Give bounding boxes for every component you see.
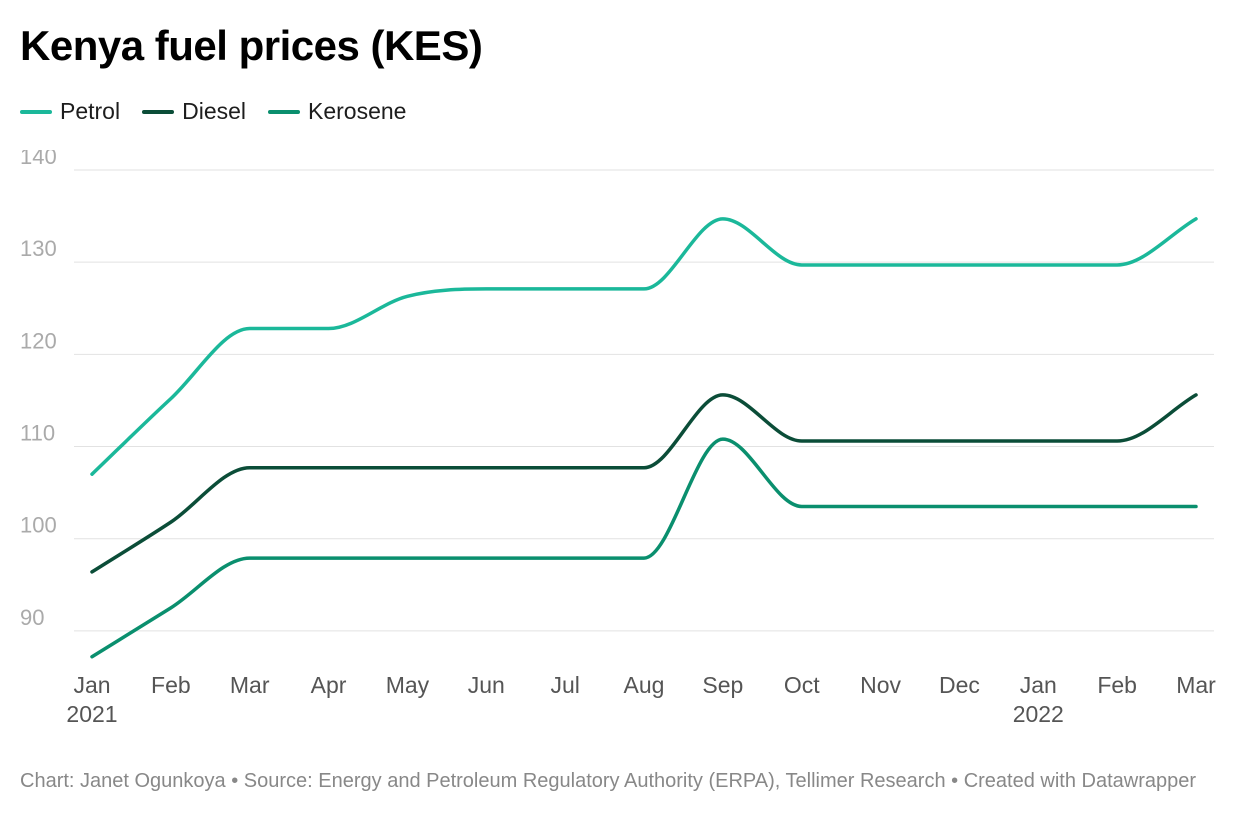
x-tick-label: Apr: [311, 672, 347, 698]
x-tick-label: Mar: [1176, 672, 1216, 698]
series-line-petrol: [90, 217, 1198, 476]
line-chart: 90 100 110 120 130 140 Jan 2021 Feb Mar Apr May Jun J…: [20, 150, 1216, 727]
y-tick-label: 140: [20, 150, 57, 169]
legend-label: Petrol: [60, 98, 121, 124]
y-tick-label: 130: [20, 236, 57, 261]
legend-label: Kerosene: [308, 98, 407, 124]
x-tick-label: Jan: [73, 672, 110, 698]
series-line-kerosene: [90, 437, 1198, 659]
x-tick-label: Feb: [1097, 672, 1137, 698]
x-tick-year-label: 2022: [1013, 701, 1064, 727]
x-tick-label: Dec: [939, 672, 980, 698]
chart-footer-credit: Chart: Janet Ogunkoya • Source: Energy a…: [20, 770, 1197, 792]
legend-item-kerosene: Kerosene: [268, 98, 406, 125]
legend-item-petrol: Petrol: [20, 98, 120, 125]
y-tick-label: 100: [20, 513, 57, 538]
legend-swatch: [142, 109, 175, 114]
x-tick-label: Sep: [702, 672, 743, 698]
chart-legend: Petrol Diesel Kerosene: [20, 98, 428, 125]
y-tick-label: 110: [20, 421, 55, 446]
x-tick-year-label: 2021: [66, 701, 117, 727]
series-line-diesel: [90, 393, 1198, 574]
x-tick-label: Jan: [1020, 672, 1057, 698]
y-tick-label: 90: [20, 605, 44, 630]
x-tick-label: Nov: [860, 672, 901, 698]
y-tick-label: 120: [20, 328, 57, 353]
x-tick-label: Feb: [151, 672, 191, 698]
x-tick-label: May: [386, 672, 430, 698]
x-tick-label: Jun: [468, 672, 505, 698]
legend-item-diesel: Diesel: [142, 98, 246, 125]
legend-label: Diesel: [182, 98, 247, 124]
x-tick-label: Oct: [784, 672, 820, 698]
x-tick-label: Aug: [624, 672, 665, 698]
chart-title: Kenya fuel prices (KES): [20, 22, 483, 69]
legend-swatch: [20, 109, 52, 114]
x-tick-label: Jul: [550, 672, 579, 698]
x-tick-label: Mar: [230, 672, 270, 698]
legend-swatch: [268, 109, 301, 114]
